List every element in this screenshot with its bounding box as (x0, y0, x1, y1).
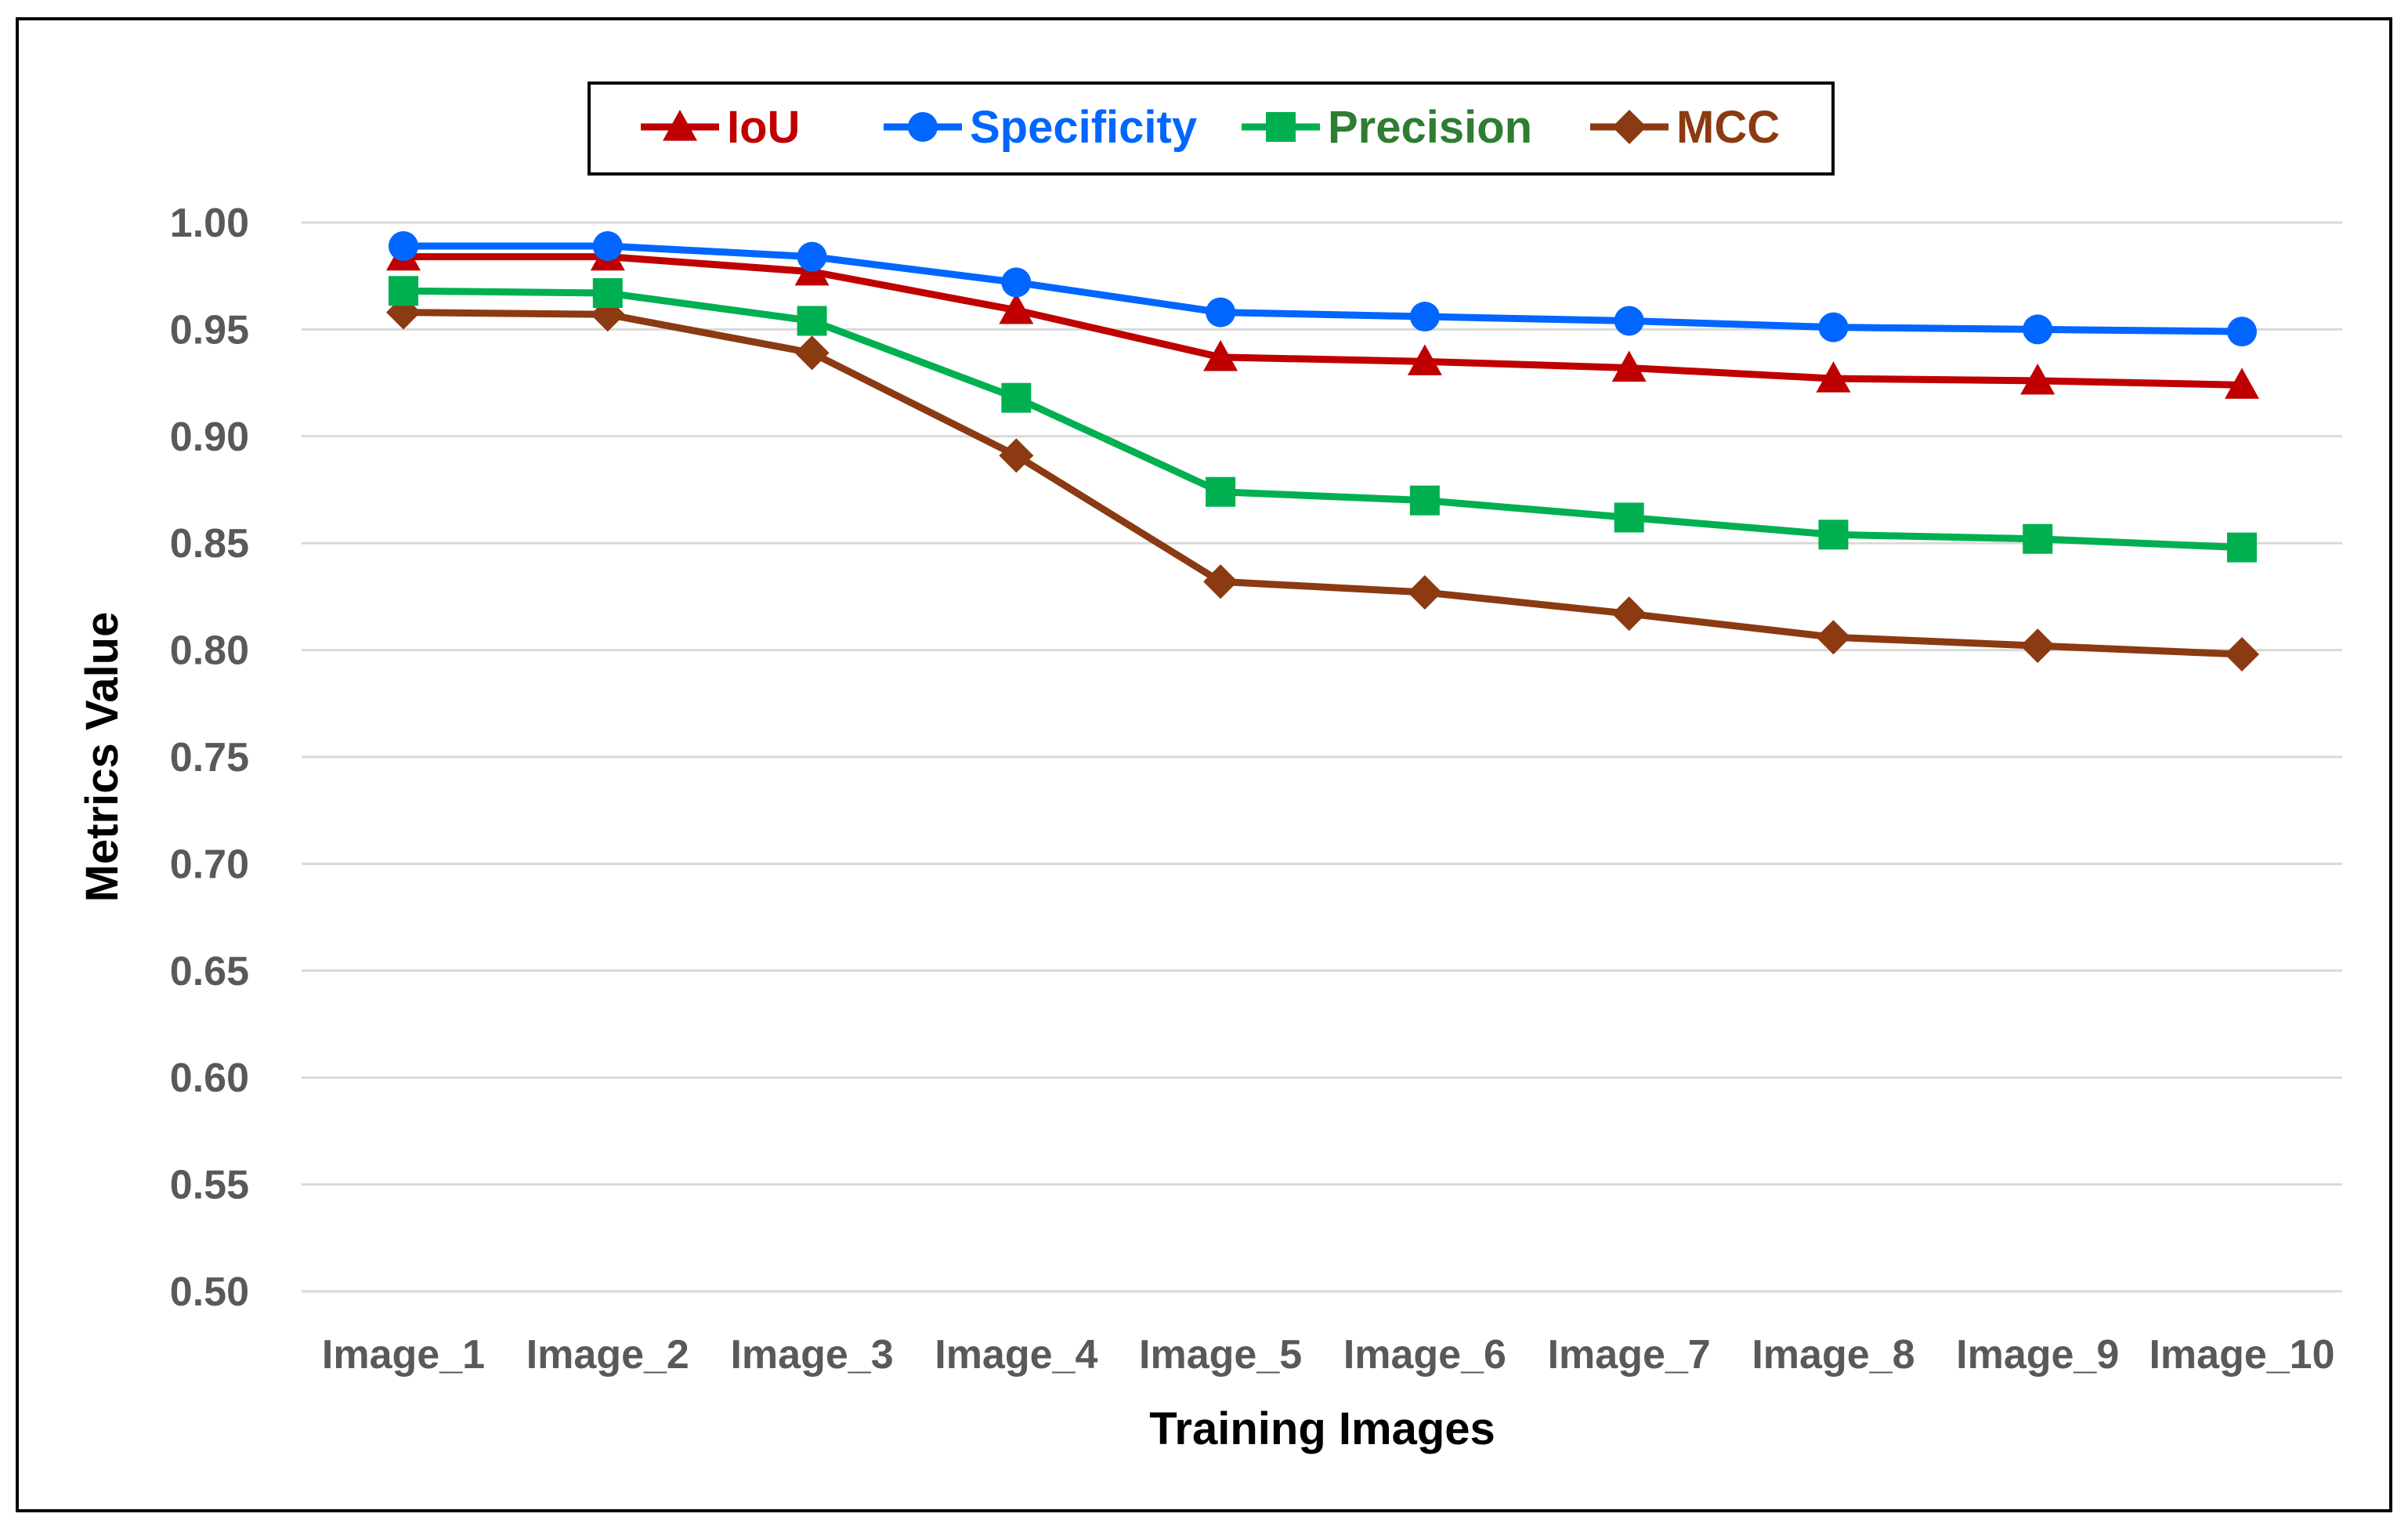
legend: IoU Specificity Precision MCC (641, 102, 1780, 153)
iou-point (1203, 339, 1238, 371)
y-tick-label: 0.75 (170, 735, 249, 780)
x-tick-label: Image_8 (1752, 1332, 1914, 1378)
precision-point (2023, 523, 2053, 554)
iou-line (400, 253, 2246, 389)
precision-line (400, 287, 2246, 552)
y-tick-label: 0.90 (170, 415, 249, 460)
legend-label-precision: Precision (1328, 102, 1532, 153)
x-tick-label: Image_5 (1139, 1332, 1302, 1378)
legend-item-specificity: Specificity (884, 102, 1197, 153)
specificity-point (1614, 306, 1644, 336)
legend-swatch-marker (663, 110, 697, 141)
precision-point (1818, 520, 1849, 550)
legend-swatch-marker (1266, 112, 1296, 142)
x-axis-ticks: Image_1 Image_2 Image_3 Image_4 Image_5 Image… (322, 1332, 2335, 1378)
series-mcc (386, 295, 2259, 672)
legend-label-iou: IoU (727, 102, 800, 153)
precision-point (1409, 485, 1440, 516)
legend-label-mcc: MCC (1676, 102, 1780, 153)
precision-point (592, 278, 623, 309)
mcc-point (794, 335, 830, 371)
legend-item-mcc: MCC (1590, 102, 1780, 153)
precision-point (389, 276, 418, 306)
y-tick-label: 0.85 (170, 521, 249, 567)
mcc-point (2020, 628, 2055, 664)
mcc-point (999, 438, 1034, 473)
specificity-point (1818, 312, 1849, 342)
x-tick-label: Image_9 (1956, 1332, 2119, 1378)
specificity-point (1206, 297, 1236, 328)
specificity-point (592, 231, 623, 262)
y-tick-label: 0.70 (170, 842, 249, 887)
specificity-point (797, 241, 827, 272)
mcc-line (400, 309, 2246, 658)
x-tick-label: Image_7 (1548, 1332, 1711, 1378)
legend-item-iou: IoU (641, 102, 800, 153)
series-layer (386, 231, 2259, 672)
specificity-point (2023, 314, 2053, 345)
series-iou (386, 239, 2259, 399)
precision-point (797, 306, 827, 336)
y-tick-label: 1.00 (170, 201, 249, 246)
series-precision (389, 276, 2257, 563)
y-tick-label: 0.80 (170, 628, 249, 674)
series-specificity (389, 231, 2257, 347)
x-tick-label: Image_4 (935, 1332, 1097, 1378)
y-tick-label: 0.95 (170, 307, 249, 353)
x-tick-label: Image_10 (2149, 1332, 2334, 1378)
precision-point (2227, 532, 2257, 563)
y-tick-label: 0.60 (170, 1055, 249, 1101)
y-tick-label: 0.65 (170, 949, 249, 994)
x-tick-label: Image_3 (730, 1332, 893, 1378)
x-tick-label: Image_1 (322, 1332, 485, 1378)
legend-swatch-marker (908, 112, 938, 142)
mcc-point (1611, 596, 1647, 632)
mcc-point (1407, 574, 1442, 610)
legend-item-precision: Precision (1242, 102, 1532, 153)
legend-swatch-marker (1612, 110, 1647, 144)
iou-point (999, 292, 1034, 324)
x-axis-title: Training Images (1149, 1403, 1495, 1454)
iou-point (2225, 368, 2259, 399)
chart-frame (16, 17, 2392, 1512)
mcc-point (1203, 564, 1238, 599)
mcc-point (1816, 620, 1851, 655)
precision-point (1614, 502, 1644, 533)
specificity-point (389, 231, 418, 262)
y-axis-title: Metrics Value (77, 612, 128, 903)
x-tick-label: Image_2 (526, 1332, 689, 1378)
y-tick-label: 0.55 (170, 1163, 249, 1208)
iou-point (1816, 361, 1851, 393)
y-axis-ticks: 0.50 0.55 0.60 0.65 0.70 0.75 0.80 0.85 0.90 0.95… (170, 201, 249, 1315)
specificity-point (1001, 267, 1032, 298)
specificity-line (400, 242, 2246, 335)
mcc-point (2225, 637, 2259, 672)
legend-label-specificity: Specificity (970, 102, 1197, 153)
precision-point (1001, 382, 1032, 413)
specificity-point (1409, 302, 1440, 332)
x-tick-label: Image_6 (1343, 1332, 1506, 1378)
iou-point (1407, 344, 1442, 375)
specificity-point (2227, 317, 2257, 347)
y-tick-label: 0.50 (170, 1269, 249, 1315)
iou-point (2020, 363, 2055, 395)
precision-point (1206, 476, 1236, 507)
iou-point (1611, 350, 1647, 382)
